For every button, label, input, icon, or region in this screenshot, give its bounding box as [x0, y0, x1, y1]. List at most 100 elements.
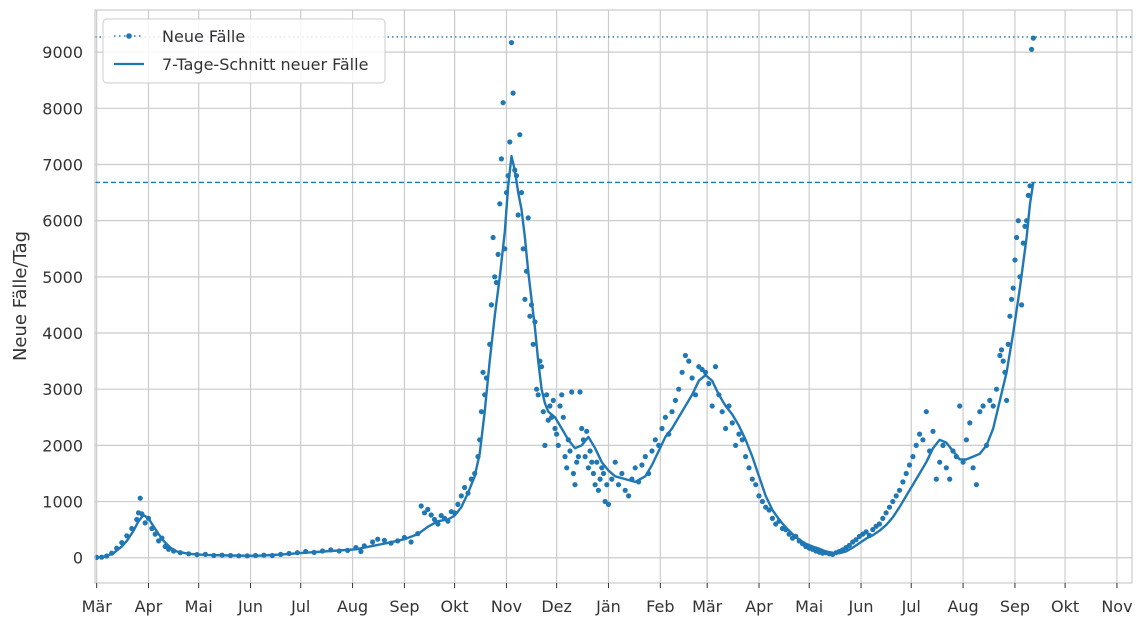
data-point [997, 352, 1003, 359]
data-point [137, 495, 143, 501]
data-point [990, 403, 996, 409]
data-point [602, 498, 608, 505]
data-point [729, 420, 735, 426]
data-point [679, 369, 685, 375]
data-point [753, 482, 759, 488]
data-point [1029, 46, 1035, 52]
data-point [525, 215, 531, 221]
x-tick-label: Jän [595, 597, 621, 616]
data-point [706, 381, 712, 387]
x-tick-label: Apr [745, 597, 773, 616]
data-point [544, 392, 550, 398]
data-point [1030, 35, 1036, 41]
data-point [686, 358, 692, 364]
data-point [930, 428, 936, 434]
series-line [96, 154, 1035, 559]
data-point [478, 409, 484, 415]
data-point [530, 341, 536, 347]
data-point [488, 302, 494, 308]
data-point [522, 296, 528, 302]
data-point [632, 465, 638, 471]
data-point [759, 498, 766, 505]
data-point [1027, 183, 1033, 189]
data-point [876, 521, 883, 527]
y-tick-label: 6000 [42, 212, 83, 231]
data-point [676, 386, 682, 392]
data-point [582, 454, 588, 460]
data-point [570, 470, 577, 477]
data-point [615, 482, 622, 488]
data-point [572, 482, 578, 488]
data-point [886, 504, 893, 510]
data-point [769, 515, 776, 522]
data-point [370, 539, 376, 545]
data-point [883, 510, 889, 516]
data-point [766, 507, 772, 513]
data-point [980, 403, 986, 409]
data-point [554, 431, 560, 437]
data-point [375, 536, 381, 542]
data-point [609, 476, 615, 482]
x-tick-label: Aug [337, 597, 368, 616]
data-point [381, 537, 387, 543]
legend-label-neue-faelle: Neue Fälle [162, 27, 245, 46]
data-point [896, 487, 903, 493]
data-point [662, 414, 669, 420]
y-tick-label: 4000 [42, 324, 83, 343]
x-tick-label: Aug [947, 597, 978, 616]
data-point [756, 493, 762, 499]
x-tick-label: Okt [441, 597, 469, 616]
legend: Neue Fälle 7-Tage-Schnitt neuer Fälle [102, 18, 386, 84]
data-point [993, 386, 1000, 392]
data-point [923, 409, 929, 415]
y-tick-label: 5000 [42, 268, 83, 287]
data-point [550, 397, 556, 403]
data-point [1014, 234, 1020, 241]
data-point [534, 386, 540, 392]
data-point [425, 506, 431, 512]
data-point [1007, 313, 1013, 319]
x-tick-label: Jul [290, 597, 310, 616]
plot-frame [94, 9, 1133, 584]
data-point [947, 476, 953, 482]
data-point [535, 392, 541, 398]
y-tick-label: 1000 [42, 493, 83, 512]
data-point [893, 493, 899, 499]
data-point [920, 437, 926, 443]
data-point [584, 428, 590, 434]
data-point [455, 501, 461, 507]
data-point [560, 414, 566, 420]
data-point [428, 512, 434, 518]
data-point [542, 442, 548, 448]
y-axis-label: Neue Fälle/Tag [10, 231, 31, 361]
data-point [1025, 192, 1031, 198]
data-point [977, 409, 983, 415]
x-tick-label: Jun [848, 597, 874, 616]
data-point [1005, 341, 1011, 347]
y-tick-label: 0 [73, 549, 83, 568]
data-point [723, 425, 729, 432]
data-point [957, 403, 963, 409]
x-tick-label: Feb [646, 597, 674, 616]
data-point [1000, 358, 1006, 364]
data-point [692, 392, 699, 398]
data-point [967, 420, 973, 426]
data-point [702, 369, 709, 375]
data-point [642, 454, 648, 460]
y-tick-label: 7000 [42, 155, 83, 174]
x-tick-label: Mai [795, 597, 823, 616]
data-point [940, 442, 946, 448]
data-point [517, 132, 523, 138]
y-axis-ticks: 0 1000 2000 3000 4000 5000 6000 7000 8000 9000 [42, 43, 83, 568]
data-point [890, 498, 896, 505]
x-tick-label: Sep [1000, 597, 1030, 616]
x-tick-label: Mär [692, 597, 723, 616]
data-point [870, 527, 876, 533]
data-point [1004, 397, 1010, 403]
data-point [682, 352, 689, 359]
data-point [358, 548, 364, 555]
data-point [539, 364, 545, 370]
data-point [555, 442, 561, 448]
x-tick-label: Jun [237, 597, 263, 616]
data-point [600, 470, 607, 477]
